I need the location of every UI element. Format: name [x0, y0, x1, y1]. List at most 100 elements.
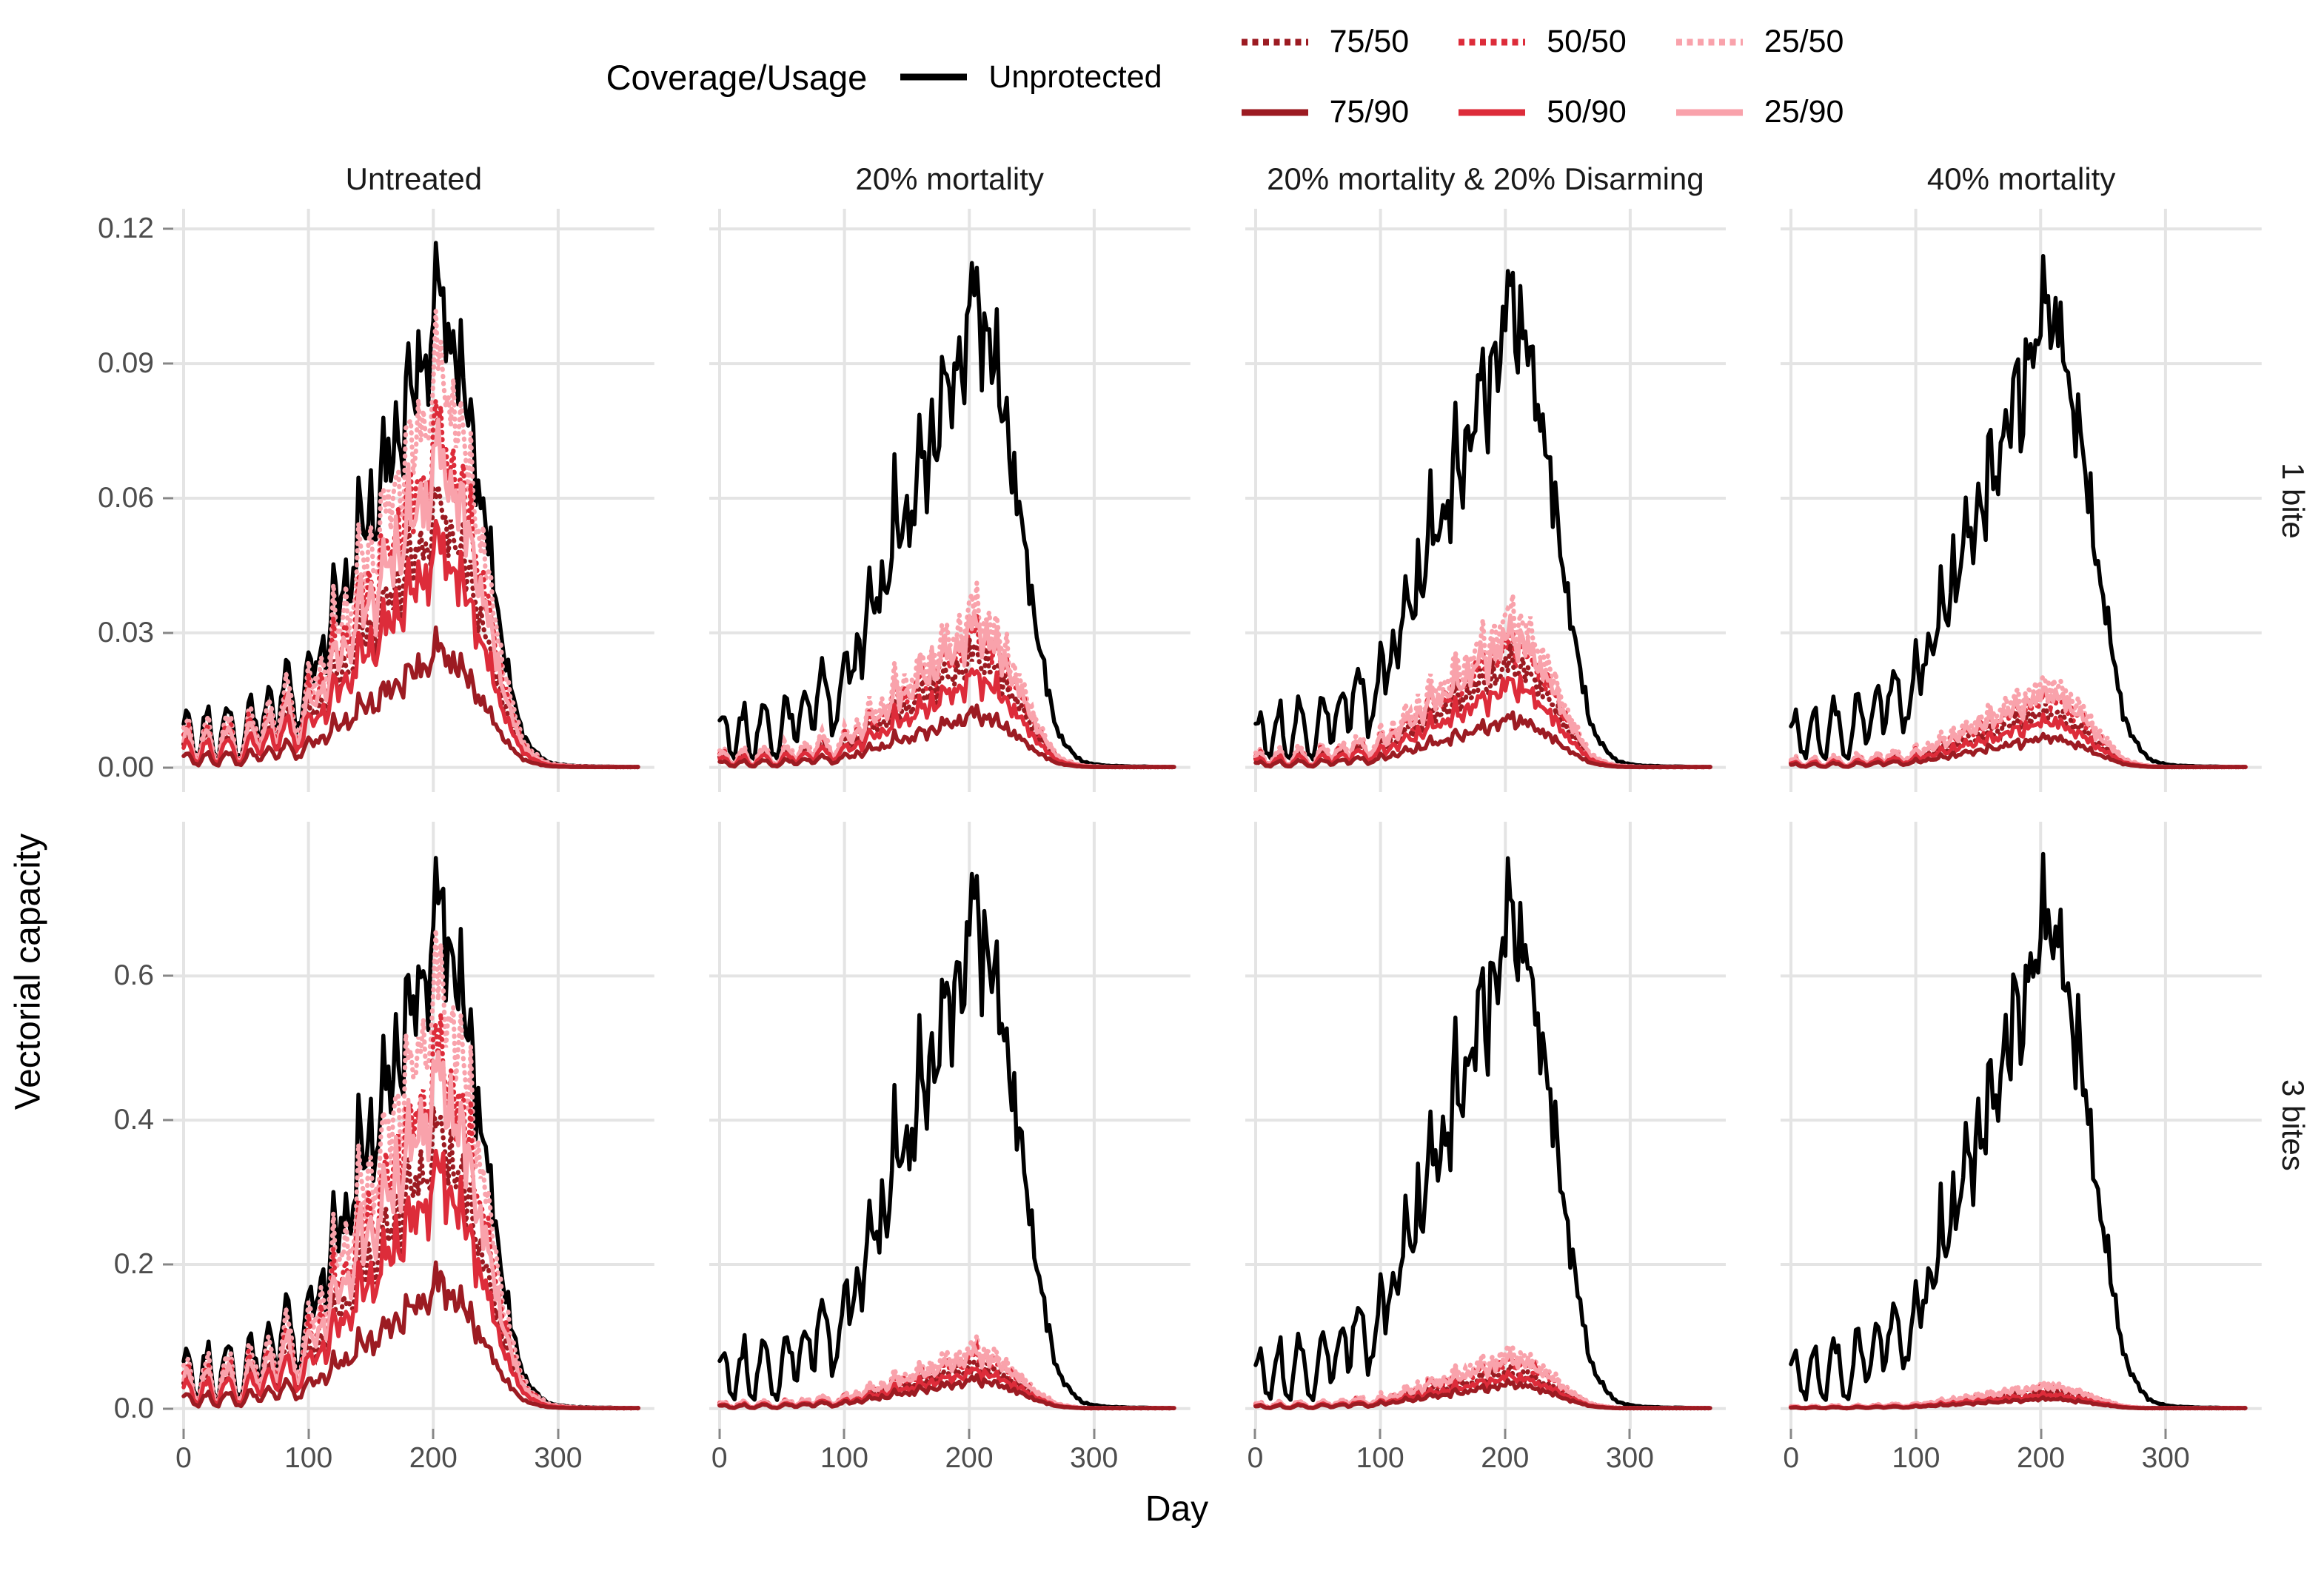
panel-40-mortality-1-bite [1781, 209, 2262, 792]
series-line-unprotected [1789, 851, 2248, 1410]
x-tick-label: 200 [945, 1442, 994, 1474]
x-tick-label: 300 [2141, 1442, 2190, 1474]
y-tick-mark [163, 1407, 173, 1410]
series-line-75-90 [1253, 710, 1712, 769]
legend-entry-75-50: 75/50 [1239, 24, 1410, 60]
panel-untreated-1-bite [173, 209, 654, 792]
y-tick-mark [163, 766, 173, 769]
y-tick-label: 0.03 [98, 616, 154, 648]
x-tick-mark [1379, 1429, 1382, 1439]
x-tick-label: 300 [1070, 1442, 1119, 1474]
series-line-75-90 [1789, 731, 2248, 769]
legend-title: Coverage/Usage [606, 57, 868, 97]
facet-header-20-mortality-20-disarming: 20% mortality & 20% Disarming [1267, 161, 1704, 196]
facet-header-untreated: Untreated [345, 161, 483, 196]
panel-plot-20-mortality-20-disarming-1-bite [1245, 209, 1727, 792]
x-tick-mark [182, 1429, 185, 1439]
y-tick-mark [163, 227, 173, 230]
legend-entry-label: 50/50 [1547, 24, 1627, 59]
y-tick-mark [163, 497, 173, 500]
y-axis-ticks-1-bite: 0.00 0.03 0.06 0.09 0.12 [49, 209, 173, 792]
x-ticks-20-mortality-20-disarming: 0 100 200 300 [1245, 1429, 1727, 1478]
x-tick-mark [2164, 1429, 2167, 1439]
y-axis-title: Vectorial capacity [8, 833, 48, 1110]
panel-plot-20-mortality-3-bites [709, 822, 1191, 1429]
legend-entry-label: 75/90 [1329, 94, 1410, 130]
panel-untreated-3-bites [173, 822, 654, 1429]
panel-plot-40-mortality-3-bites [1781, 822, 2262, 1429]
y-tick-mark [163, 1263, 173, 1266]
y-tick-label: 0.0 [113, 1392, 154, 1424]
legend-entry-25-90: 25/90 [1674, 94, 1844, 130]
panel-20-mortality-1-bite [709, 209, 1191, 792]
x-tick-label: 200 [2016, 1442, 2066, 1474]
x-tick-label: 0 [175, 1442, 192, 1474]
series-line-75-90 [181, 1260, 640, 1410]
y-tick-label: 0.09 [98, 347, 154, 380]
y-tick-mark [163, 974, 173, 977]
legend-key-line-icon [1675, 38, 1743, 45]
y-tick-label: 0.4 [113, 1104, 154, 1136]
x-tick-label: 300 [534, 1442, 583, 1474]
legend-entry-label: 25/50 [1764, 24, 1844, 59]
panel-plot-untreated-1-bite [173, 209, 654, 792]
panel-20-mortality-20-disarming-1-bite [1245, 209, 1727, 792]
x-tick-mark [432, 1429, 435, 1439]
y-tick-label: 0.12 [98, 212, 154, 245]
legend-entry-unprotected: Unprotected [898, 59, 1200, 95]
x-ticks-20-mortality: 0 100 200 300 [709, 1429, 1191, 1478]
x-tick-label: 0 [1783, 1442, 1800, 1474]
legend-key-line-icon [1459, 109, 1526, 115]
panel-plot-20-mortality-20-disarming-3-bites [1245, 822, 1727, 1429]
series-line-75-90 [717, 703, 1176, 769]
x-tick-label: 100 [820, 1442, 868, 1474]
legend-entry-25-50: 25/50 [1674, 24, 1844, 60]
panel-plot-untreated-3-bites [173, 822, 654, 1429]
x-ticks-untreated: 0 100 200 300 [173, 1429, 654, 1478]
panel-20-mortality-3-bites [709, 822, 1191, 1429]
x-axis-ticks: 0 100 200 300 0 100 200 300 0 100 200 300 0 100 200 300 [0, 1429, 2324, 1478]
series-line-75-90 [1253, 1378, 1712, 1410]
chart-area: Vectorial capacity Untreated 20% mortalit… [0, 150, 2324, 1540]
panel-40-mortality-3-bites [1781, 822, 2262, 1429]
legend: Coverage/Usage Unprotected 75/50 50/50 25/… [0, 4, 2324, 150]
y-tick-label: 0.2 [113, 1247, 154, 1280]
series-line-75-90 [1789, 1395, 2248, 1410]
y-tick-mark [163, 631, 173, 634]
legend-key-line-icon [1459, 38, 1526, 45]
panel-plot-20-mortality-1-bite [709, 209, 1191, 792]
legend-key-line-icon [1675, 109, 1743, 115]
facet-strip-3-bites: 3 bites [2276, 1079, 2311, 1171]
x-tick-label: 300 [1605, 1442, 1654, 1474]
legend-entry-label: 75/50 [1329, 24, 1410, 59]
x-tick-mark [1093, 1429, 1096, 1439]
x-tick-mark [1789, 1429, 1792, 1439]
legend-entry-label: 50/90 [1547, 94, 1627, 130]
facet-strip-1-bite: 1 bite [2276, 462, 2311, 539]
y-axis-ticks-3-bites: 0.0 0.2 0.4 0.6 [49, 822, 173, 1429]
y-tick-label: 0.00 [98, 751, 154, 783]
series-line-unprotected [1253, 856, 1712, 1410]
x-tick-mark [718, 1429, 721, 1439]
x-tick-mark [1504, 1429, 1507, 1439]
panel-row-1-bite: 0.00 0.03 0.06 0.09 0.12 1 bite [0, 209, 2324, 792]
y-tick-label: 0.06 [98, 481, 154, 514]
x-tick-label: 100 [284, 1442, 333, 1474]
x-axis-title: Day [1145, 1489, 1209, 1529]
x-tick-mark [968, 1429, 971, 1439]
x-tick-label: 0 [1247, 1442, 1264, 1474]
legend-grid: 75/50 50/50 25/50 75/90 50/90 25/90 [1239, 24, 1844, 130]
series-line-unprotected [717, 871, 1176, 1410]
x-tick-mark [1915, 1429, 1918, 1439]
legend-key-line-icon [1241, 109, 1308, 115]
x-tick-mark [2040, 1429, 2042, 1439]
panel-20-mortality-20-disarming-3-bites [1245, 822, 1727, 1429]
legend-key-line-icon [1241, 38, 1308, 45]
x-tick-mark [1628, 1429, 1631, 1439]
legend-entry-50-50: 50/50 [1456, 24, 1627, 60]
x-tick-label: 200 [409, 1442, 458, 1474]
panel-row-3-bites: 0.0 0.2 0.4 0.6 3 bites [0, 822, 2324, 1429]
facet-header-40-mortality: 40% mortality [1926, 161, 2116, 196]
x-tick-mark [843, 1429, 845, 1439]
y-tick-mark [163, 1119, 173, 1122]
